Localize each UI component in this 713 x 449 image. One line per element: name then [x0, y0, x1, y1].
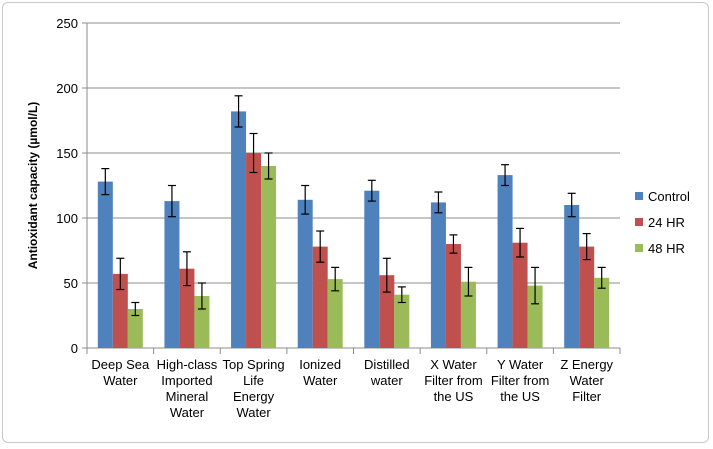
bar-control [297, 199, 313, 348]
x-tick-label: Deep Sea [91, 357, 150, 372]
y-axis-label: Antioxidant capacity (µmol/L) [26, 102, 40, 270]
bar-24-hr [445, 244, 461, 348]
bar-48-hr [594, 277, 610, 348]
x-tick-label: Water [170, 405, 205, 420]
bar-24-hr [312, 246, 328, 348]
y-tick-label: 150 [56, 146, 78, 161]
x-tick-label: Ionized [299, 357, 341, 372]
bar-24-hr [379, 275, 395, 348]
x-tick-label: Y Water [497, 357, 544, 372]
x-tick-label: the US [500, 389, 540, 404]
bar-control [430, 202, 446, 348]
x-tick-label: Distilled [364, 357, 410, 372]
x-tick-label: Water [303, 373, 338, 388]
x-tick-label: Life [243, 373, 264, 388]
y-tick-label: 250 [56, 16, 78, 31]
bar-control [497, 175, 513, 348]
bar-48-hr [460, 281, 476, 348]
legend-swatch [635, 192, 643, 200]
bar-48-hr [327, 279, 343, 348]
bar-48-hr [527, 285, 543, 348]
legend-swatch [635, 244, 643, 252]
x-tick-label: Water [103, 373, 138, 388]
bar-chart: 0 50 100 150 200 250 Antioxidant capacity (µmo… [26, 16, 690, 420]
y-tick-label: 50 [64, 276, 78, 291]
x-tick-label: Water [236, 405, 271, 420]
bar-24-hr [246, 153, 262, 348]
y-tick-label: 0 [71, 341, 78, 356]
bar-48-hr [127, 309, 143, 348]
x-tick-label: Top Spring [222, 357, 284, 372]
x-tick-label: water [370, 373, 403, 388]
bar-48-hr [394, 294, 410, 348]
x-tick-label: Filter from [424, 373, 483, 388]
legend-label: 24 HR [648, 215, 685, 230]
bar-24-hr [179, 268, 195, 348]
bar-control [364, 190, 380, 348]
bar-control [231, 111, 247, 349]
bar-24-hr [112, 273, 128, 348]
x-tick-label: X Water [430, 357, 477, 372]
bar-24-hr [579, 246, 595, 348]
bar-control [164, 201, 180, 348]
x-tick-label: Z Energy [560, 357, 613, 372]
bar-control [564, 205, 580, 348]
x-tick-label: Water [570, 373, 605, 388]
x-tick-label: High-class [157, 357, 218, 372]
bar-24-hr [512, 242, 528, 348]
y-tick-label: 100 [56, 211, 78, 226]
x-tick-label: Imported [161, 373, 212, 388]
x-tick-label: Mineral [166, 389, 209, 404]
bar-48-hr [261, 166, 277, 348]
x-tick-label: Filter [572, 389, 602, 404]
y-tick-label: 200 [56, 81, 78, 96]
x-tick-label: Energy [233, 389, 275, 404]
x-tick-label: the US [434, 389, 474, 404]
bar-control [97, 181, 113, 348]
chart-container: 0 50 100 150 200 250 Antioxidant capacity (µmo… [2, 2, 709, 443]
legend-label: 48 HR [648, 241, 685, 256]
legend-label: Control [648, 189, 690, 204]
x-tick-label: Filter from [491, 373, 550, 388]
legend-swatch [635, 218, 643, 226]
